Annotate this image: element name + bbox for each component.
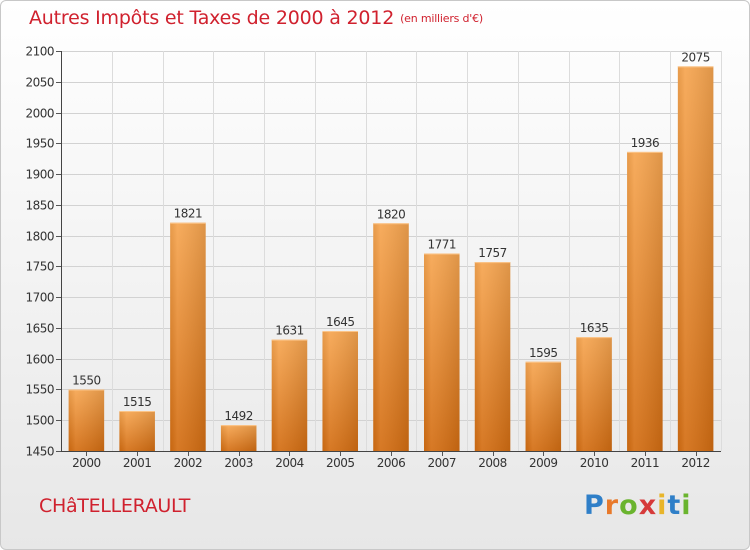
y-tick-label: 1600 xyxy=(25,353,54,367)
bar-shade xyxy=(424,253,460,451)
logo-letter: x xyxy=(638,490,658,521)
logo-letter: t xyxy=(667,490,682,521)
bar-shade xyxy=(373,223,409,451)
axes: 1450 1500 1550 1600 1650 1700 1750 1800 1850 1900… xyxy=(25,45,721,470)
bar-shade xyxy=(220,425,257,451)
x-tick-label: 2006 xyxy=(377,456,406,470)
bar-value-label: 1645 xyxy=(326,315,355,329)
bars xyxy=(68,66,714,451)
logo-letter: P xyxy=(584,490,605,521)
bar-shade xyxy=(474,262,511,451)
logo-letter: i xyxy=(681,490,692,521)
x-tick-label: 2002 xyxy=(174,456,203,470)
bar-value-label: 1936 xyxy=(631,136,660,150)
bar-shade xyxy=(576,337,612,451)
bar-shade xyxy=(68,389,105,451)
x-tick-label: 2000 xyxy=(72,456,101,470)
y-tick-label: 1900 xyxy=(25,168,54,182)
x-tick-label: 2001 xyxy=(123,456,152,470)
x-tick-label: 2007 xyxy=(427,456,456,470)
y-tick-label: 2050 xyxy=(25,76,54,90)
y-tick-label: 2100 xyxy=(25,45,54,59)
logo-letter: o xyxy=(619,490,639,521)
city-name: CHâTELLERAULT xyxy=(39,495,190,517)
bar-value-label: 1771 xyxy=(427,237,456,251)
y-tick-label: 1750 xyxy=(25,260,54,274)
logo-letter: r xyxy=(604,490,620,521)
x-tick-label: 2012 xyxy=(681,456,710,470)
bar-value-label: 1550 xyxy=(72,373,101,387)
proxiti-logo: Proxiti xyxy=(584,490,692,521)
y-tick-label: 1550 xyxy=(25,383,54,397)
y-tick-label: 2000 xyxy=(25,107,54,121)
y-tick-label: 1650 xyxy=(25,322,54,336)
logo-letter: i xyxy=(657,490,668,521)
y-tick-label: 1450 xyxy=(25,445,54,459)
bar-value-label: 1635 xyxy=(580,321,609,335)
chart-title-text: Autres Impôts et Taxes de 2000 à 2012 xyxy=(29,7,395,29)
bar-shade xyxy=(322,331,358,451)
x-tick-label: 2004 xyxy=(275,456,304,470)
bar-shade xyxy=(525,361,562,451)
y-tick-label: 1700 xyxy=(25,291,54,305)
y-tick-label: 1950 xyxy=(25,137,54,151)
bar-value-label: 1757 xyxy=(478,246,507,260)
x-tick-label: 2010 xyxy=(580,456,609,470)
chart-unit: (en milliers d'€) xyxy=(400,12,483,25)
bar-value-label: 1821 xyxy=(174,207,203,221)
bar-value-label: 2075 xyxy=(681,50,710,64)
bar-value-label: 1515 xyxy=(123,395,152,409)
bar-shade xyxy=(119,411,155,451)
x-tick-label: 2005 xyxy=(326,456,355,470)
y-tick-label: 1800 xyxy=(25,230,54,244)
bar-shade xyxy=(271,339,308,451)
x-tick-label: 2011 xyxy=(631,456,660,470)
y-tick-label: 1500 xyxy=(25,414,54,428)
y-tick-label: 1850 xyxy=(25,199,54,213)
bar-shade xyxy=(627,151,663,451)
chart-title: Autres Impôts et Taxes de 2000 à 2012 (en… xyxy=(29,7,483,29)
bar-shade xyxy=(170,222,206,451)
bar-value-label: 1631 xyxy=(275,324,304,338)
x-tick-label: 2008 xyxy=(478,456,507,470)
bar-value-label: 1820 xyxy=(377,207,406,221)
labels: 1550 1515 1821 1492 1631 1645 1820 1771 1757 1595… xyxy=(72,50,710,423)
bar-value-label: 1492 xyxy=(224,409,253,423)
x-tick-label: 2009 xyxy=(529,456,558,470)
x-tick-label: 2003 xyxy=(224,456,253,470)
bar-shade xyxy=(677,66,714,451)
bar-value-label: 1595 xyxy=(529,346,558,360)
